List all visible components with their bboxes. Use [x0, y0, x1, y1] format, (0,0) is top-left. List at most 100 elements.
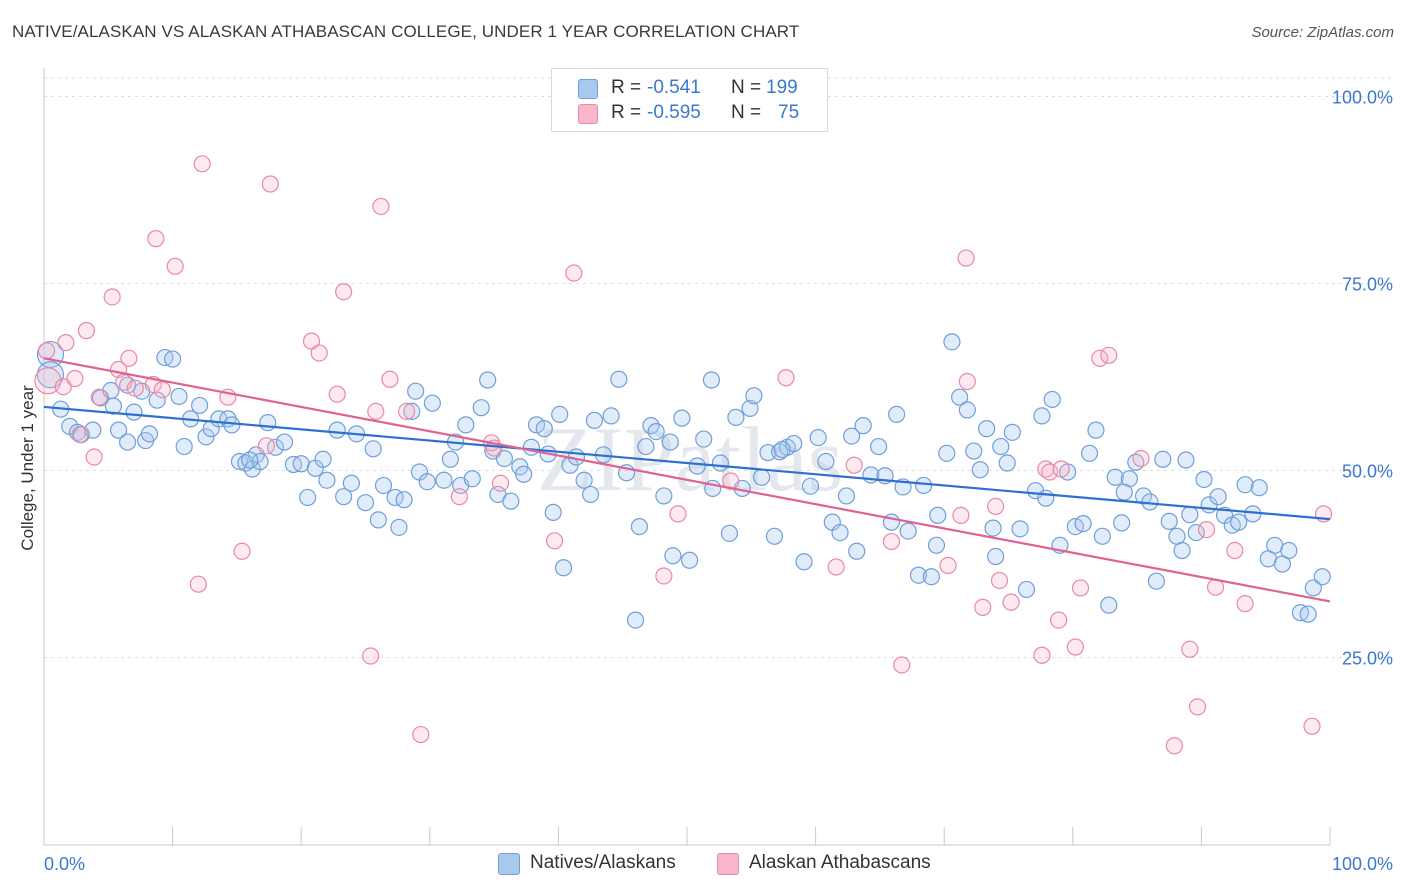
data-point	[882, 532, 901, 551]
data-point	[502, 492, 520, 510]
y-tick-label: 75.0%	[1342, 275, 1393, 295]
data-point	[1181, 640, 1199, 658]
data-point	[310, 344, 328, 362]
data-point	[259, 414, 277, 432]
data-point	[581, 485, 600, 504]
data-point	[120, 349, 138, 367]
data-point	[795, 553, 813, 571]
data-point	[1304, 579, 1322, 597]
data-point	[166, 257, 184, 275]
data-point	[551, 405, 569, 423]
data-point	[381, 370, 399, 388]
data-point	[998, 454, 1016, 472]
data-point	[958, 401, 976, 419]
data-point	[318, 471, 336, 489]
data-point	[57, 333, 75, 352]
data-point	[390, 518, 408, 536]
data-point	[602, 407, 620, 425]
y-tick-label: 25.0%	[1342, 649, 1393, 669]
data-point	[984, 519, 1002, 537]
data-point	[369, 511, 387, 529]
data-point	[1236, 476, 1254, 494]
data-point	[1280, 541, 1298, 560]
data-point	[335, 488, 353, 506]
data-point	[535, 420, 553, 438]
data-point	[939, 556, 957, 575]
data-point	[241, 451, 259, 469]
data-point	[1066, 638, 1084, 656]
x-tick-label: 100.0%	[1332, 854, 1393, 874]
data-point	[153, 381, 171, 399]
data-point	[585, 411, 604, 429]
data-point	[1002, 593, 1020, 611]
data-point	[148, 391, 166, 409]
data-point	[655, 487, 673, 505]
data-point	[1168, 527, 1186, 545]
data-point	[441, 450, 459, 468]
data-point	[927, 536, 946, 554]
data-point	[664, 547, 682, 565]
data-point	[673, 409, 691, 427]
data-point	[1177, 451, 1195, 469]
trend-line-athabascans	[43, 357, 1331, 603]
data-point	[943, 333, 961, 351]
data-point	[71, 425, 89, 444]
data-point	[626, 611, 645, 629]
data-point	[1132, 449, 1150, 468]
data-point	[479, 371, 497, 389]
data-point	[77, 322, 96, 340]
data-point	[85, 448, 103, 466]
data-point	[191, 396, 209, 415]
data-point	[66, 369, 84, 388]
data-point	[423, 394, 441, 412]
data-point	[1071, 579, 1090, 597]
data-point	[302, 332, 321, 350]
data-point	[727, 408, 745, 426]
legend-swatch-blue	[578, 79, 598, 99]
legend-swatch-pink	[578, 104, 598, 124]
data-point	[299, 488, 317, 507]
data-point	[1230, 513, 1248, 531]
legend-label: Alaskan Athabascans	[749, 852, 931, 873]
legend-n-label: N =	[731, 102, 762, 123]
data-point	[951, 388, 969, 406]
data-point	[669, 505, 687, 523]
data-point	[515, 465, 533, 483]
legend-n-value: 199	[766, 77, 798, 98]
legend-r-label: R =	[611, 102, 642, 123]
data-point	[929, 506, 947, 524]
data-point	[335, 283, 353, 301]
data-point	[398, 402, 416, 421]
data-point	[1011, 520, 1029, 538]
data-point	[34, 367, 62, 395]
data-point	[827, 558, 845, 576]
data-point	[189, 575, 207, 593]
data-point	[1106, 468, 1124, 486]
legend-swatch-pink	[717, 853, 739, 875]
data-point	[845, 456, 863, 474]
data-point	[1209, 488, 1227, 506]
data-point	[915, 476, 933, 495]
legend-r-value: -0.541	[647, 77, 701, 98]
legend-n-label: N =	[731, 77, 762, 98]
data-point	[1165, 737, 1183, 755]
data-point	[1115, 483, 1133, 501]
data-point	[848, 542, 866, 560]
data-point	[374, 476, 393, 495]
data-point	[952, 506, 970, 524]
data-point	[1043, 390, 1061, 409]
data-point	[147, 230, 165, 248]
data-point	[958, 372, 976, 391]
data-point	[275, 433, 294, 451]
data-point	[745, 387, 763, 405]
data-point	[495, 449, 513, 468]
data-point	[233, 542, 251, 560]
data-point	[1050, 611, 1068, 629]
data-point	[565, 264, 583, 282]
data-point	[104, 397, 123, 415]
data-point	[773, 440, 791, 459]
data-point	[193, 155, 211, 173]
data-point	[1100, 346, 1118, 364]
correlation-legend: R = -0.541 N = 199 R = -0.595 N = 75	[551, 68, 828, 132]
data-point	[140, 425, 159, 443]
